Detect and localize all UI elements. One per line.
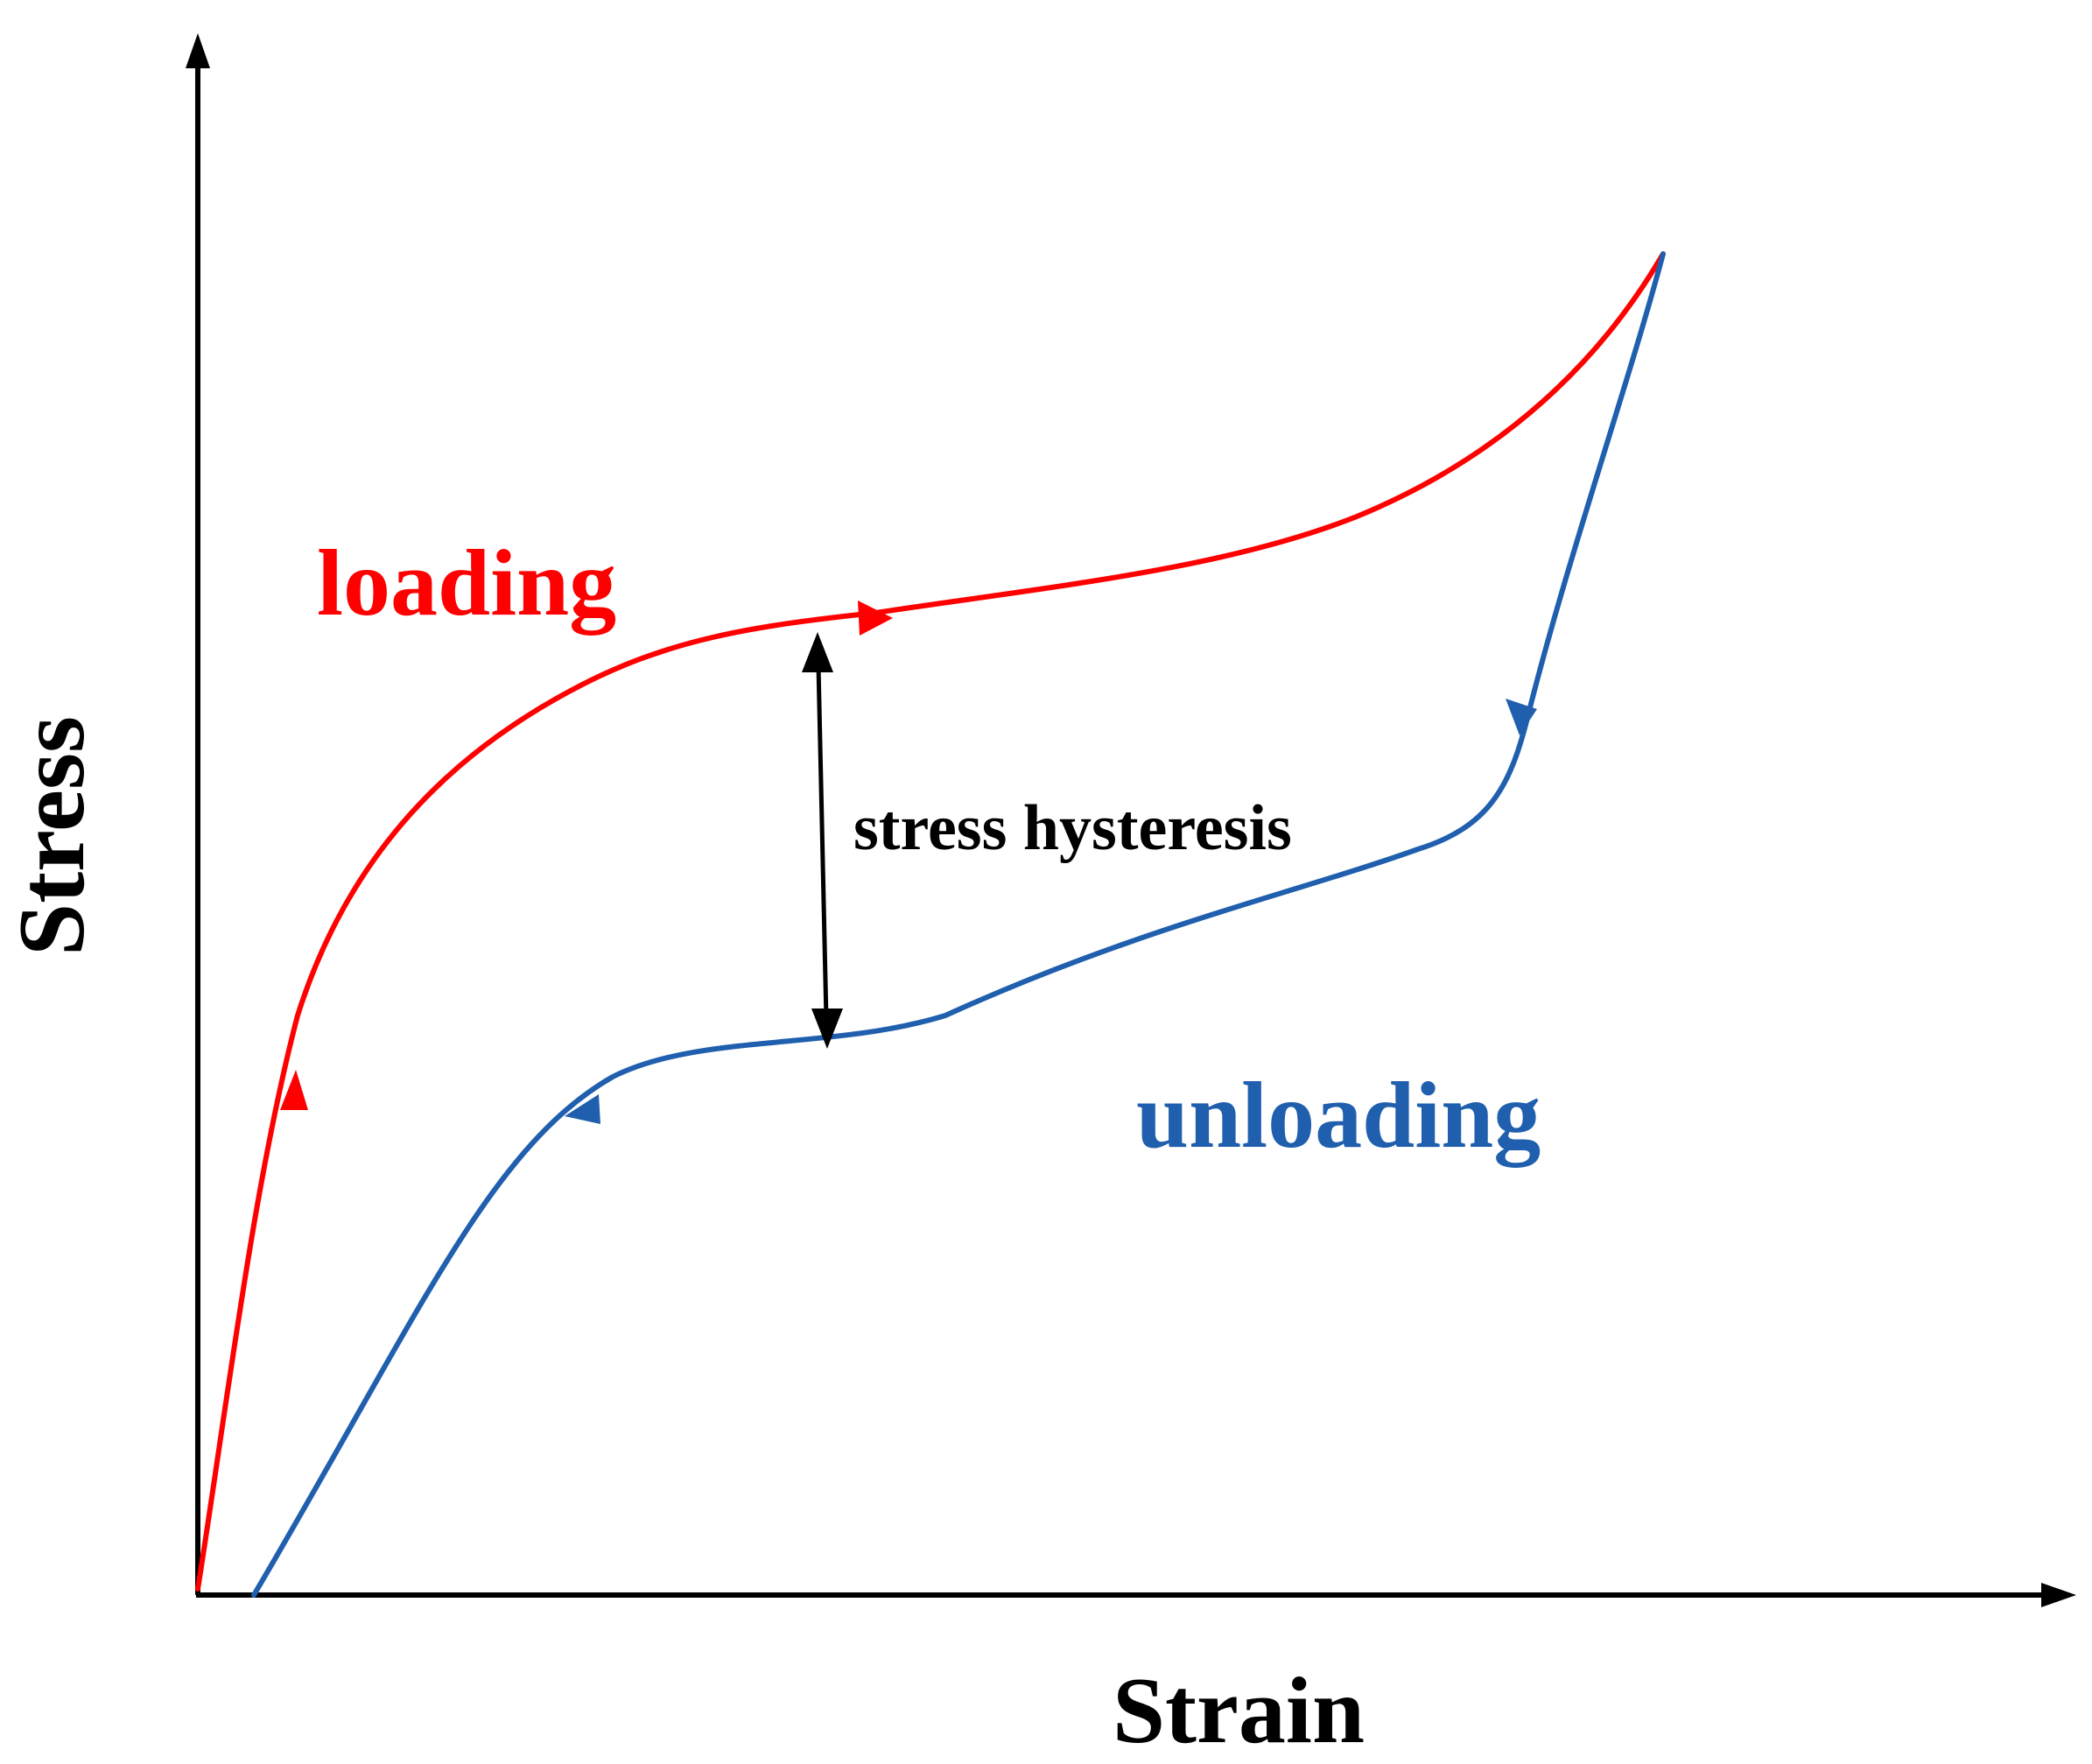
x-axis-label: Strain — [1113, 1659, 1365, 1763]
y-axis-label: Stress — [0, 716, 104, 956]
unloading-arrow-left-icon — [565, 1094, 600, 1124]
unloading-arrow-down-icon — [1506, 699, 1537, 735]
loading-label: loading — [317, 531, 616, 636]
stress-hysteresis-double-arrow-icon — [802, 632, 843, 1049]
y-axis-arrowhead — [186, 33, 210, 68]
loading-arrow-right-icon — [858, 601, 893, 636]
loading-curve — [195, 251, 1666, 1592]
unloading-curve — [251, 251, 1666, 1598]
unloading-label: unloading — [1136, 1064, 1541, 1168]
stress-hysteresis-label: stress hysteresis — [853, 792, 1292, 864]
y-axis — [186, 33, 210, 1595]
x-axis-arrowhead — [2041, 1583, 2076, 1607]
x-axis — [196, 1583, 2076, 1607]
loading-arrow-up-icon — [280, 1070, 308, 1110]
